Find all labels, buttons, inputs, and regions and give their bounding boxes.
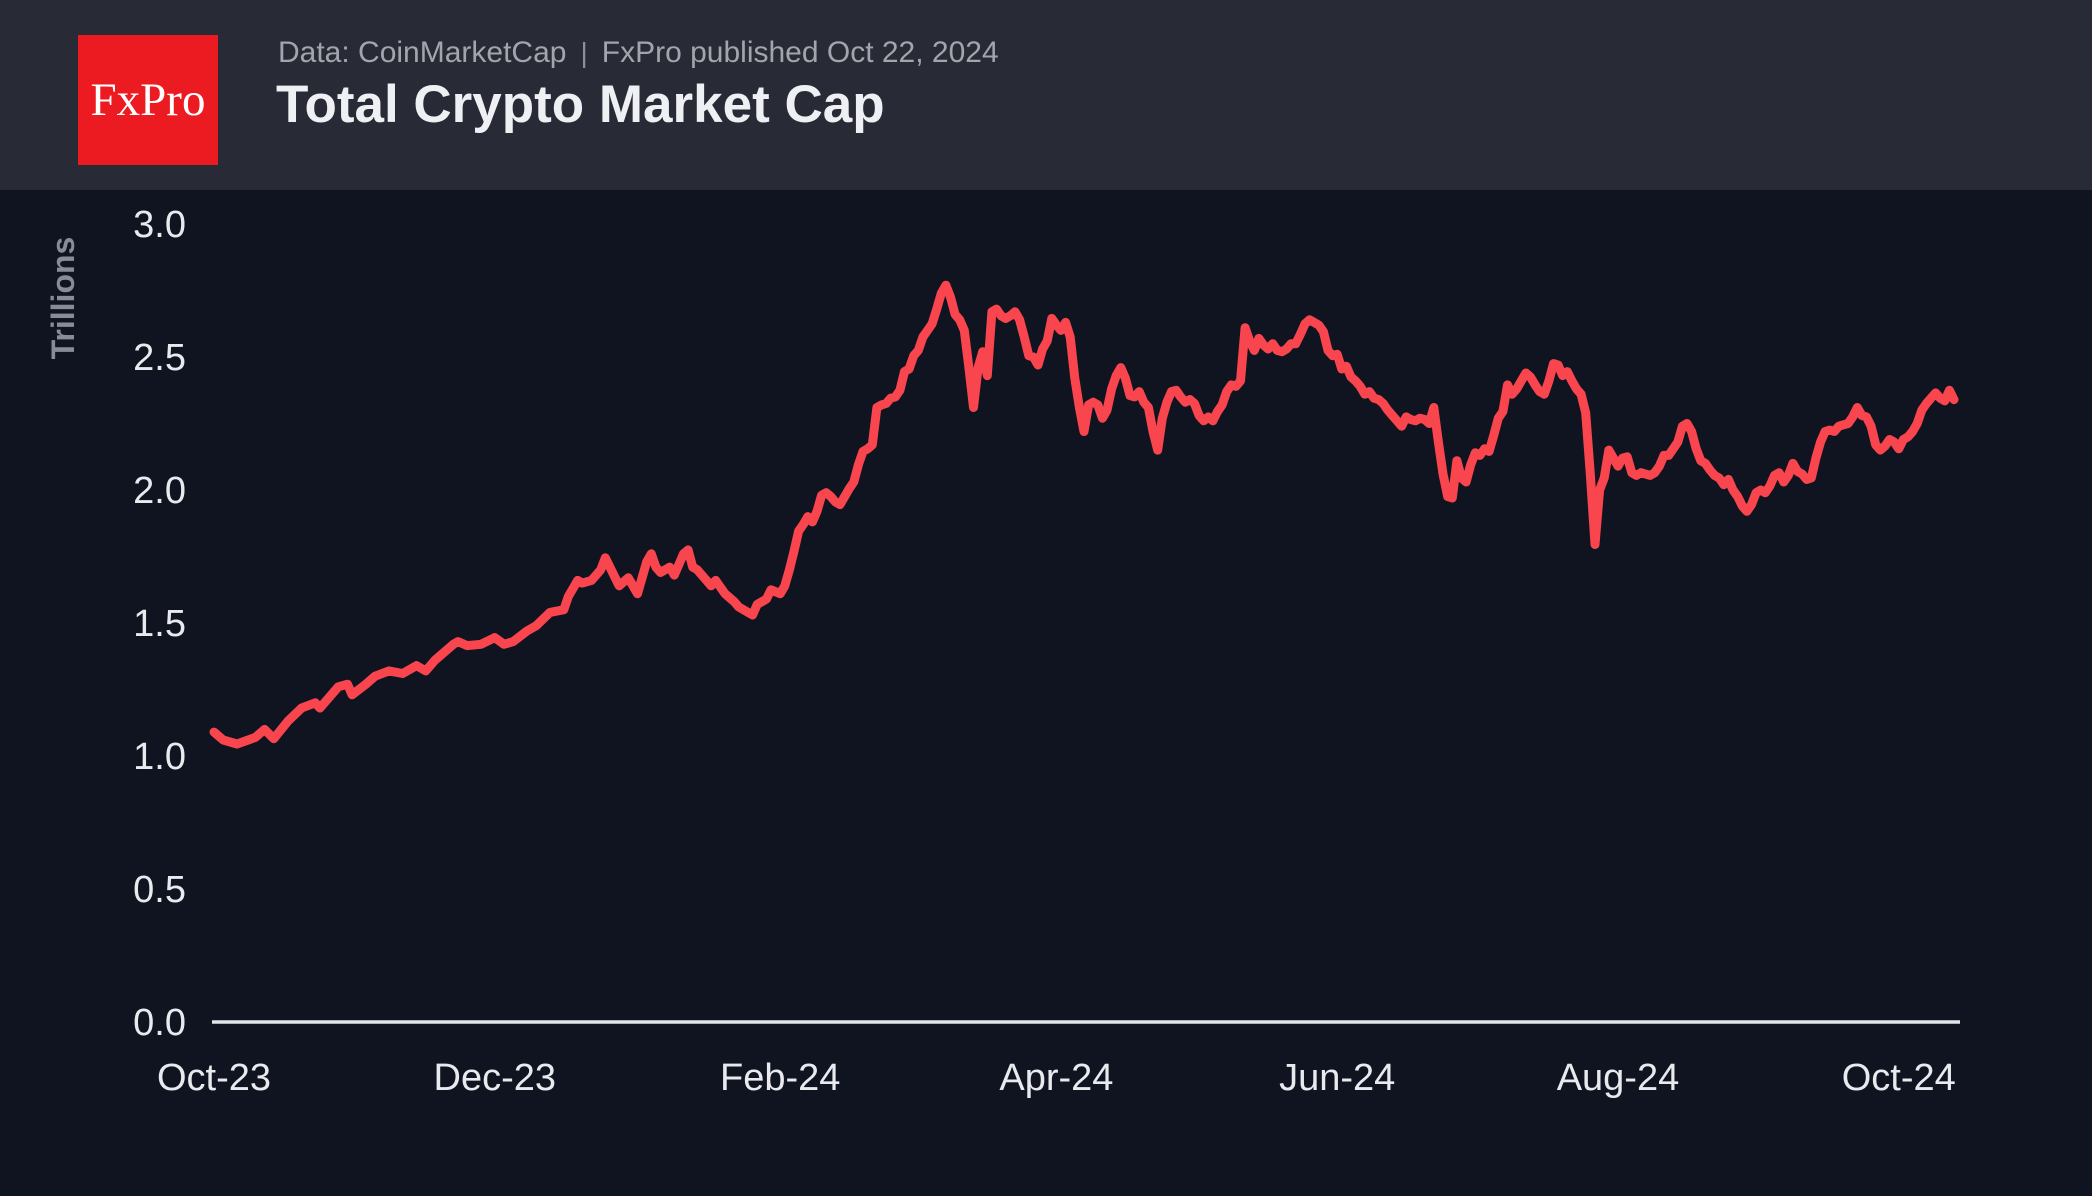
x-tick-label: Aug-24	[1557, 1057, 1680, 1099]
x-tick-label: Apr-24	[999, 1057, 1113, 1099]
page-title: Total Crypto Market Cap	[276, 75, 885, 134]
y-tick-label: 1.5	[133, 603, 186, 645]
published-label: FxPro published Oct 22, 2024	[601, 36, 999, 69]
x-tick-label: Oct-24	[1842, 1057, 1956, 1099]
y-tick-label: 2.0	[133, 470, 186, 512]
y-tick-label: 0.0	[133, 1002, 186, 1044]
fxpro-logo: FxPro	[78, 35, 218, 165]
y-tick-label: 3.0	[133, 204, 186, 246]
separator-pipe: |	[580, 37, 588, 68]
data-source-label: Data: CoinMarketCap	[278, 36, 567, 69]
x-tick-label: Dec-23	[434, 1057, 557, 1099]
x-tick-label: Jun-24	[1279, 1057, 1395, 1099]
chart-source-line: Data: CoinMarketCap | FxPro published Oct …	[278, 36, 999, 70]
y-tick-label: 2.5	[133, 337, 186, 379]
y-tick-label: 1.0	[133, 736, 186, 778]
x-tick-label: Oct-23	[157, 1057, 271, 1099]
y-axis-title: Trillions	[45, 237, 81, 360]
market-cap-line	[209, 280, 1959, 749]
fxpro-logo-text: FxPro	[90, 74, 206, 126]
x-tick-label: Feb-24	[720, 1057, 840, 1099]
y-tick-label: 0.5	[133, 869, 186, 911]
header: FxPro Data: CoinMarketCap | FxPro publishe…	[0, 0, 2092, 190]
